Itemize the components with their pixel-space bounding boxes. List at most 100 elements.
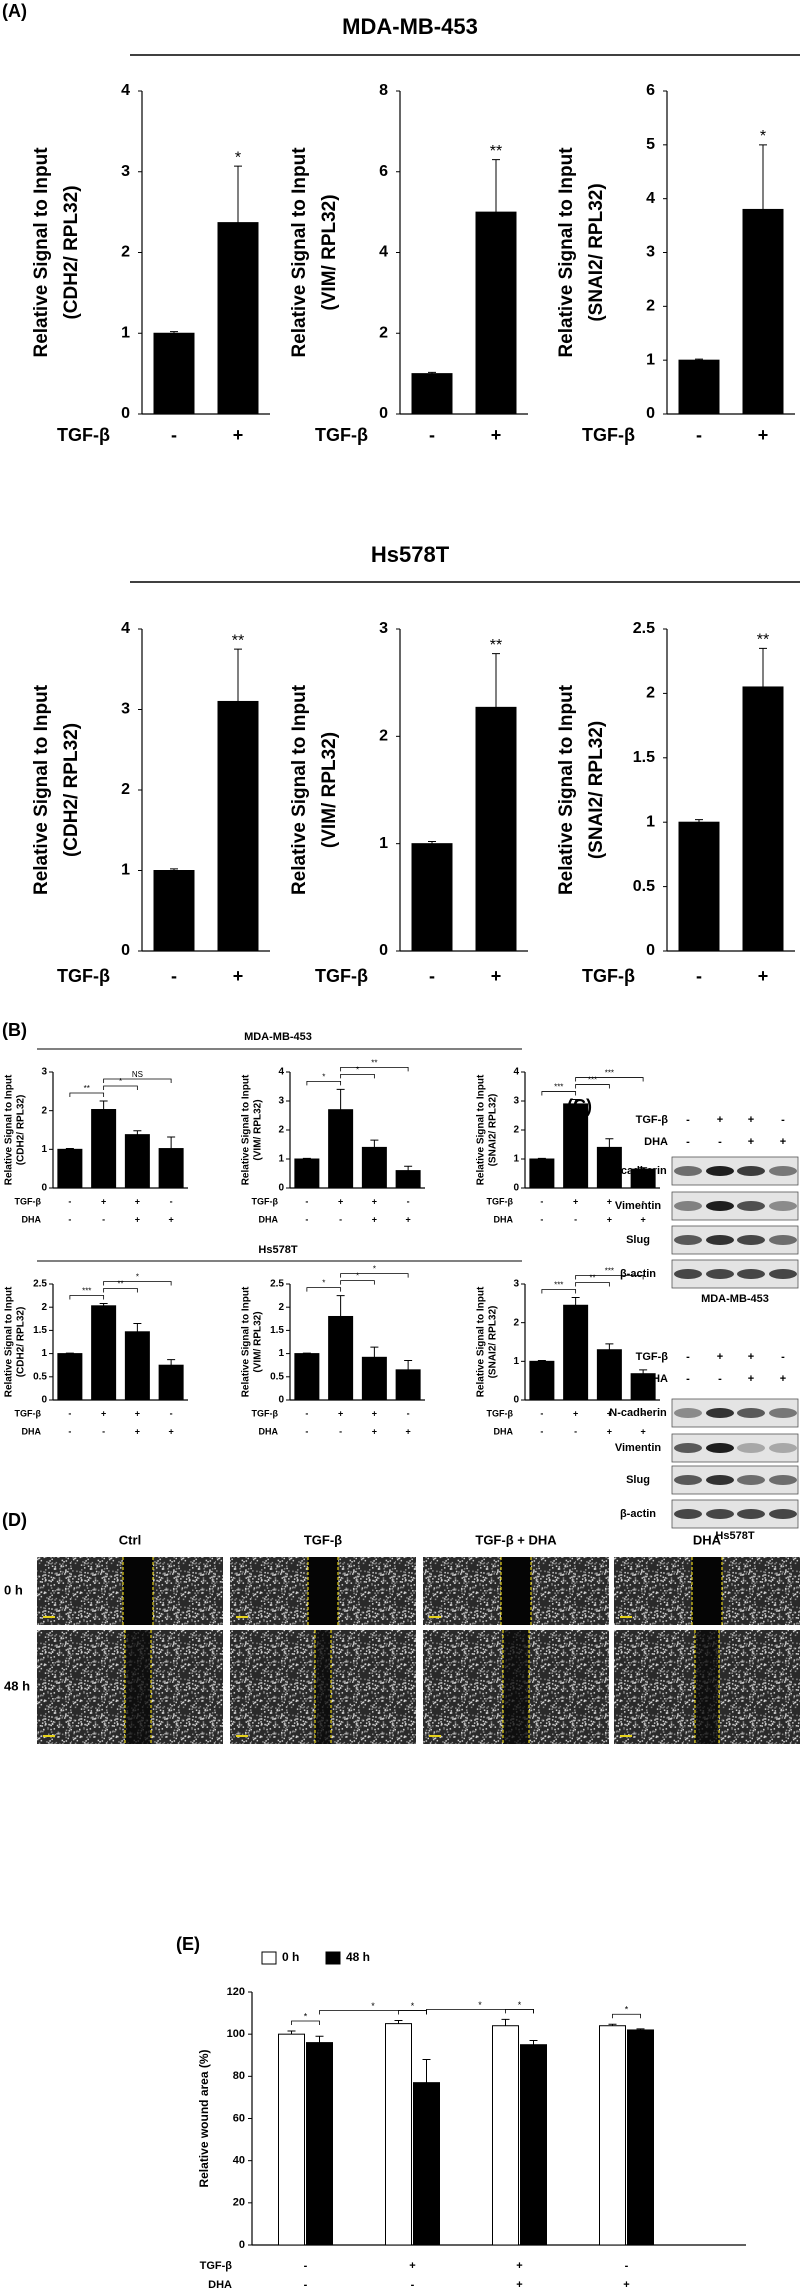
y-tick-label: 2	[379, 728, 388, 745]
treatment-sign: -	[305, 1426, 308, 1436]
treatment-sign: -	[574, 1426, 577, 1436]
bar	[158, 1364, 184, 1401]
y-axis-label: (SNAI2/ RPL32)	[488, 1306, 499, 1379]
bar	[385, 2023, 412, 2246]
wound-gap	[308, 1557, 338, 1625]
y-tick-label: 2.5	[270, 1279, 284, 1290]
blot-band	[706, 1475, 734, 1485]
error-bar	[605, 1343, 614, 1350]
y-tick-label: 1.5	[270, 1325, 284, 1336]
error-bar	[302, 1157, 311, 1159]
error-bar	[167, 1359, 176, 1366]
error-bar	[695, 819, 703, 823]
bar	[306, 2042, 333, 2246]
error-bar	[394, 2019, 403, 2024]
treatment-sign: +	[135, 1426, 140, 1436]
treatment-name: TGF-β	[252, 1196, 279, 1206]
comparison-label: *	[356, 1066, 359, 1075]
treatment-sign: +	[372, 1196, 377, 1206]
comparison-label: ***	[588, 1076, 597, 1085]
treatment-sign: -	[170, 1196, 173, 1206]
comparison-label: ***	[554, 1281, 563, 1290]
treatment-sign: -	[718, 1373, 722, 1385]
treatment-sign: -	[407, 1408, 410, 1418]
treatment-sign: +	[491, 966, 502, 986]
treatment-sign: +	[607, 1214, 612, 1224]
y-tick-label: 2	[379, 324, 388, 341]
bar	[328, 1315, 354, 1401]
treatment-name: TGF-β	[57, 425, 110, 445]
treatment-sign: +	[640, 1214, 645, 1224]
comparison-label: **	[117, 1280, 123, 1289]
treatment-sign: -	[305, 1408, 308, 1418]
y-axis-label: (CDH2/ RPL32)	[61, 185, 82, 319]
y-tick-label: 2	[278, 1125, 284, 1136]
y-tick-label: 0	[278, 1183, 284, 1194]
comparison-label: *	[119, 1077, 122, 1086]
treatment-sign: +	[516, 2279, 522, 2291]
comparison-bracket	[69, 1295, 105, 1300]
treatment-sign: +	[372, 1214, 377, 1224]
comparison-label: ***	[605, 1069, 614, 1078]
comparison-label: *	[373, 1265, 376, 1274]
y-tick-label: 4	[121, 82, 130, 99]
comparison-label: ***	[605, 1267, 614, 1276]
comparison-bracket	[575, 1084, 610, 1089]
treatment-sign: -	[102, 1426, 105, 1436]
y-tick-label: 1	[121, 862, 130, 879]
wound-gap	[123, 1557, 153, 1625]
treatment-sign: +	[758, 425, 769, 445]
treatment-sign: +	[717, 1351, 723, 1363]
error-bar	[170, 868, 178, 871]
error-bar	[133, 1322, 142, 1332]
treatment-sign: -	[171, 966, 177, 986]
bar	[294, 1158, 320, 1189]
treatment-sign: -	[339, 1214, 342, 1224]
bar	[563, 1304, 589, 1401]
protein-label: β-actin	[620, 1508, 656, 1520]
comparison-label: *	[322, 1073, 325, 1082]
treatment-sign: +	[717, 1114, 723, 1126]
column-label: TGF-β	[304, 1532, 342, 1547]
error-bar	[759, 144, 767, 210]
error-bar	[636, 2028, 645, 2030]
group-title: MDA-MB-453	[244, 1031, 312, 1043]
error-bar	[65, 1148, 74, 1150]
y-tick-label: 2	[278, 1302, 284, 1313]
y-tick-label: 40	[233, 2155, 245, 2167]
y-axis-label: (SNAI2/ RPL32)	[586, 183, 607, 321]
comparison-bracket	[103, 1085, 138, 1090]
wound-gap	[315, 1630, 331, 1744]
treatment-sign: +	[135, 1196, 140, 1206]
error-bar	[428, 841, 436, 844]
treatment-sign: -	[429, 966, 435, 986]
comparison-bracket	[306, 1287, 342, 1292]
treatment-sign: -	[642, 1408, 645, 1418]
y-axis-label: Relative Signal to Input	[476, 1074, 487, 1185]
bar	[520, 2044, 547, 2246]
y-tick-label: 4	[278, 1067, 284, 1078]
protein-label: β-actin	[620, 1268, 656, 1280]
cell-line-label: Hs578T	[715, 1530, 754, 1542]
bar	[217, 222, 259, 415]
treatment-sign: -	[304, 2279, 308, 2291]
y-tick-label: 1	[646, 351, 655, 368]
blot-band	[706, 1443, 734, 1453]
y-axis-label: (VIM/ RPL32)	[319, 732, 340, 848]
treatment-sign: +	[607, 1408, 612, 1418]
y-tick-label: 1	[41, 1144, 47, 1155]
y-tick-label: 8	[379, 82, 388, 99]
comparison-bracket	[426, 2009, 534, 2014]
treatment-sign: +	[623, 2279, 629, 2291]
treatment-sign: -	[102, 1214, 105, 1224]
y-axis-label: (CDH2/ RPL32)	[16, 1095, 27, 1166]
treatment-sign: +	[748, 1373, 754, 1385]
y-axis-label: Relative Signal to Input	[31, 147, 52, 358]
comparison-label: *	[411, 2001, 415, 2011]
treatment-sign: -	[68, 1214, 71, 1224]
treatment-sign: +	[573, 1408, 578, 1418]
bar	[411, 373, 453, 415]
treatment-sign: -	[686, 1351, 690, 1363]
treatment-name: DHA	[259, 1214, 279, 1224]
error-bar	[501, 2018, 510, 2026]
